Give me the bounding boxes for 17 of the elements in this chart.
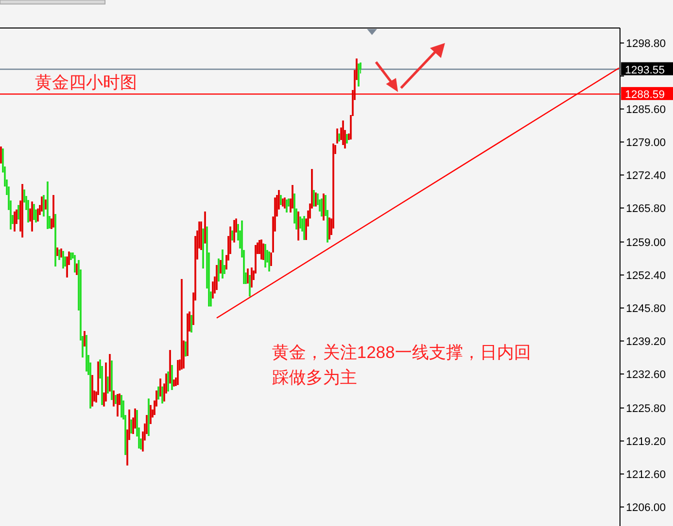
y-tick-label: 1239.20 bbox=[626, 336, 666, 348]
y-tick-label: 1245.80 bbox=[626, 303, 666, 315]
y-tick-label: 1265.80 bbox=[626, 203, 666, 215]
ref-line-label: 1288.59 bbox=[625, 89, 665, 102]
ref-line-label: 1293.55 bbox=[625, 64, 665, 76]
y-tick-label: 1219.20 bbox=[626, 436, 666, 448]
annotation: 黄金，关注1288一线支撑，日内回踩做多为主 bbox=[272, 342, 532, 389]
y-tick-label: 1252.40 bbox=[626, 270, 666, 282]
y-tick-label: 1206.00 bbox=[626, 502, 666, 514]
y-tick-label: 1212.60 bbox=[626, 469, 666, 481]
y-tick-label: 1285.60 bbox=[626, 104, 666, 116]
y-tick-label: 1259.00 bbox=[626, 237, 666, 249]
y-tick-label: 1225.80 bbox=[626, 403, 666, 415]
y-tick-label: 1298.80 bbox=[626, 38, 666, 50]
y-tick-label: 1232.60 bbox=[626, 369, 666, 381]
y-tick-label: 1272.40 bbox=[626, 170, 666, 182]
y-tick-label: 1279.00 bbox=[626, 137, 666, 149]
